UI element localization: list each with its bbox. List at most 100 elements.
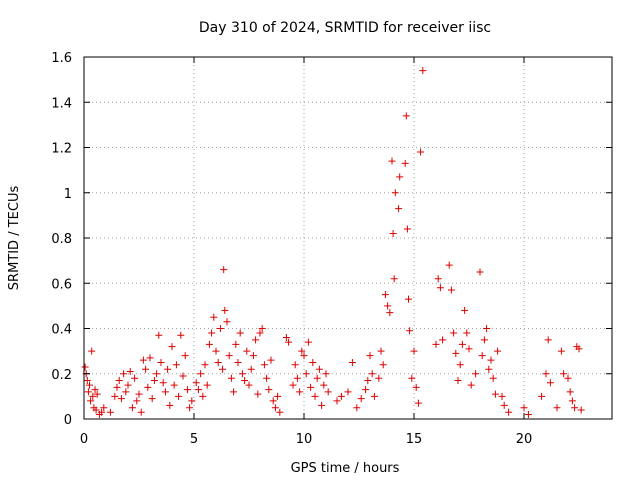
data-point xyxy=(445,261,453,269)
data-point xyxy=(161,388,169,396)
data-point xyxy=(249,352,257,360)
data-point xyxy=(221,306,229,314)
data-point xyxy=(498,392,506,400)
data-point xyxy=(203,381,211,389)
data-point xyxy=(353,404,361,412)
data-point xyxy=(201,361,209,369)
data-point xyxy=(417,148,425,156)
data-point xyxy=(210,313,218,321)
data-point xyxy=(364,377,372,385)
data-point xyxy=(544,336,552,344)
data-point xyxy=(113,383,121,391)
data-point xyxy=(476,268,484,276)
y-tick-label: 0.8 xyxy=(51,232,72,247)
data-point xyxy=(408,374,416,382)
data-point xyxy=(478,352,486,360)
data-point xyxy=(92,406,100,414)
data-point xyxy=(568,397,576,405)
data-point xyxy=(396,173,404,181)
data-point xyxy=(542,370,550,378)
data-point xyxy=(148,395,156,403)
data-point xyxy=(348,358,356,366)
data-point xyxy=(485,365,493,373)
data-point xyxy=(454,377,462,385)
data-point xyxy=(133,397,141,405)
data-point xyxy=(381,291,389,299)
data-point xyxy=(267,356,275,364)
data-point xyxy=(571,404,579,412)
data-point xyxy=(194,386,202,394)
data-point xyxy=(208,329,216,337)
data-point xyxy=(318,401,326,409)
data-point xyxy=(461,306,469,314)
data-point xyxy=(245,381,253,389)
data-point xyxy=(388,157,396,165)
data-point xyxy=(98,408,106,416)
data-point xyxy=(144,383,152,391)
y-tick-label: 0.6 xyxy=(51,277,72,292)
chart-title: Day 310 of 2024, SRMTID for receiver iis… xyxy=(199,20,491,36)
data-point xyxy=(436,284,444,292)
data-point xyxy=(192,379,200,387)
data-point xyxy=(337,392,345,400)
data-point xyxy=(271,404,279,412)
data-point xyxy=(172,361,180,369)
data-point xyxy=(395,205,403,213)
tick-labels: 0 5 10 15 20 0 0.2 0.4 0.6 0.8 1 1.2 1.4 1.6 xyxy=(51,51,532,447)
data-point xyxy=(139,356,147,364)
data-point xyxy=(487,356,495,364)
data-point xyxy=(227,374,235,382)
data-point xyxy=(232,340,240,348)
data-points xyxy=(81,67,585,418)
data-point xyxy=(390,275,398,283)
x-tick-label: 10 xyxy=(296,432,313,447)
data-point xyxy=(100,404,108,412)
data-point xyxy=(300,352,308,360)
data-point xyxy=(389,229,397,237)
data-point xyxy=(155,331,163,339)
data-point xyxy=(120,370,128,378)
axis-ticks xyxy=(83,56,612,420)
data-point xyxy=(333,397,341,405)
data-point xyxy=(166,401,174,409)
data-point xyxy=(89,392,97,400)
data-point xyxy=(313,374,321,382)
y-tick-label: 1.2 xyxy=(51,142,72,157)
data-point xyxy=(320,381,328,389)
data-point xyxy=(256,329,264,337)
data-point xyxy=(311,392,319,400)
data-point xyxy=(384,302,392,310)
x-tick-label: 15 xyxy=(406,432,423,447)
data-point xyxy=(86,381,93,389)
y-tick-label: 1 xyxy=(64,187,72,202)
data-point xyxy=(219,365,227,373)
data-point xyxy=(302,370,310,378)
data-point xyxy=(252,336,260,344)
data-point xyxy=(304,338,312,346)
data-point xyxy=(368,370,376,378)
data-point xyxy=(186,404,194,412)
data-point xyxy=(236,329,244,337)
data-point xyxy=(197,370,205,378)
data-point xyxy=(406,327,414,335)
data-point xyxy=(205,340,213,348)
data-point xyxy=(84,388,92,396)
data-point xyxy=(137,408,145,416)
data-point xyxy=(170,381,178,389)
data-point xyxy=(291,361,299,369)
data-point xyxy=(88,347,96,355)
data-point xyxy=(467,381,475,389)
data-point xyxy=(366,352,374,360)
data-point xyxy=(181,352,189,360)
data-point xyxy=(307,383,315,391)
data-point xyxy=(494,347,502,355)
data-point xyxy=(225,352,233,360)
data-point xyxy=(450,329,458,337)
data-point xyxy=(357,395,365,403)
data-point xyxy=(296,388,304,396)
data-point xyxy=(175,392,183,400)
data-point xyxy=(83,377,91,385)
gridlines xyxy=(84,57,612,419)
data-point xyxy=(472,370,480,378)
